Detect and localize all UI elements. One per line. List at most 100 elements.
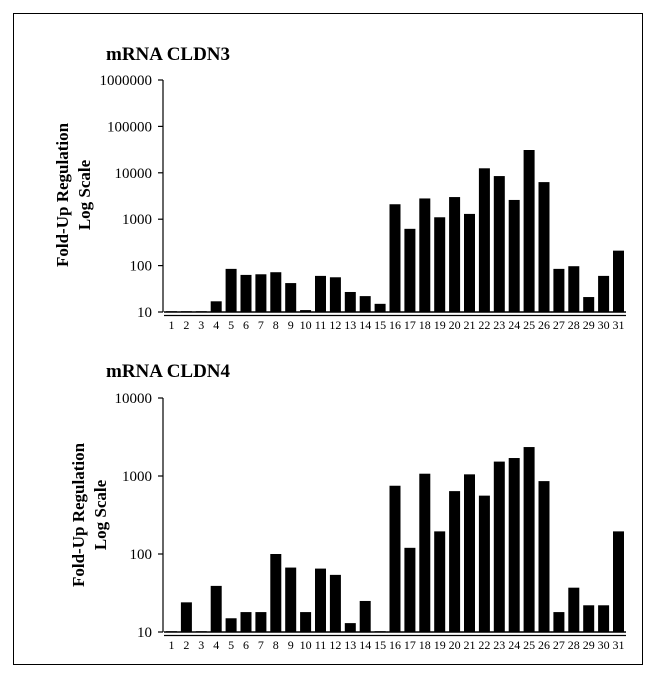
bar-29 [583, 605, 594, 632]
x-tick-label: 19 [434, 318, 446, 332]
x-tick-label: 1 [169, 638, 175, 652]
x-tick-label: 24 [508, 638, 520, 652]
bar-2 [181, 311, 192, 312]
bar-3 [196, 631, 207, 632]
y-tick-label: 10 [137, 625, 152, 641]
y-axis-label-line2: Log Scale [91, 479, 110, 550]
y-tick-label: 10000 [115, 166, 153, 182]
bar-5 [226, 618, 237, 632]
x-tick-label: 14 [359, 318, 371, 332]
x-tick-label: 12 [329, 638, 341, 652]
bar-11 [315, 276, 326, 312]
bar-7 [255, 274, 266, 312]
y-axis-label-line1: Fold-Up Regulation [69, 442, 88, 587]
x-tick-label: 29 [583, 318, 595, 332]
bar-6 [241, 275, 252, 312]
x-tick-label: 19 [434, 638, 446, 652]
y-axis-label-line2: Log Scale [75, 159, 94, 230]
bar-21 [464, 214, 475, 312]
bar-8 [270, 554, 281, 632]
bar-14 [360, 296, 371, 312]
bar-9 [285, 283, 296, 312]
x-tick-label: 23 [493, 318, 505, 332]
x-tick-label: 17 [404, 638, 416, 652]
x-tick-label: 6 [243, 318, 249, 332]
bar-28 [568, 266, 579, 312]
bar-19 [434, 531, 445, 632]
x-tick-label: 4 [213, 638, 219, 652]
y-axis-label-line1: Fold-Up Regulation [53, 122, 72, 267]
bar-27 [553, 269, 564, 312]
chart-title: mRNA CLDN4 [106, 361, 231, 382]
x-tick-label: 2 [183, 638, 189, 652]
bar-17 [404, 229, 415, 312]
x-tick-label: 10 [300, 318, 312, 332]
bar-6 [241, 612, 252, 632]
y-tick-label: 100 [130, 547, 153, 563]
x-tick-label: 8 [273, 318, 279, 332]
x-tick-label: 5 [228, 638, 234, 652]
x-tick-label: 7 [258, 318, 264, 332]
x-tick-label: 15 [374, 318, 386, 332]
x-tick-label: 3 [198, 638, 204, 652]
bar-16 [390, 486, 401, 632]
y-tick-label: 1000000 [100, 73, 153, 89]
bar-1 [166, 311, 177, 312]
bar-3 [196, 311, 207, 312]
x-tick-label: 18 [419, 318, 431, 332]
bar-24 [509, 458, 520, 632]
bar-23 [494, 462, 505, 632]
bar-20 [449, 197, 460, 312]
x-tick-label: 13 [344, 638, 356, 652]
x-tick-label: 22 [478, 638, 490, 652]
x-tick-label: 2 [183, 318, 189, 332]
x-tick-label: 23 [493, 638, 505, 652]
x-tick-label: 22 [478, 318, 490, 332]
x-tick-label: 20 [449, 318, 461, 332]
bar-26 [539, 182, 550, 312]
bar-1 [166, 631, 177, 632]
x-tick-label: 25 [523, 638, 535, 652]
bar-7 [255, 612, 266, 632]
x-tick-label: 31 [613, 638, 625, 652]
bar-23 [494, 176, 505, 312]
x-tick-label: 7 [258, 638, 264, 652]
x-tick-label: 17 [404, 318, 416, 332]
x-tick-label: 1 [169, 318, 175, 332]
x-tick-label: 6 [243, 638, 249, 652]
x-tick-label: 21 [464, 638, 476, 652]
bar-14 [360, 601, 371, 632]
x-tick-label: 20 [449, 638, 461, 652]
x-tick-label: 28 [568, 318, 580, 332]
x-tick-label: 9 [288, 638, 294, 652]
x-tick-label: 30 [598, 318, 610, 332]
x-tick-label: 14 [359, 638, 371, 652]
x-tick-label: 16 [389, 638, 401, 652]
bar-8 [270, 272, 281, 312]
bar-21 [464, 474, 475, 632]
y-tick-label: 1000 [122, 469, 152, 485]
bar-22 [479, 496, 490, 632]
y-tick-label: 100 [130, 259, 153, 275]
bar-18 [419, 474, 430, 632]
x-tick-label: 29 [583, 638, 595, 652]
x-tick-label: 27 [553, 318, 565, 332]
bar-17 [404, 548, 415, 632]
x-tick-label: 26 [538, 318, 550, 332]
chart-title: mRNA CLDN3 [106, 44, 230, 65]
bar-13 [345, 623, 356, 632]
bar-4 [211, 301, 222, 312]
bar-25 [524, 150, 535, 312]
bar-31 [613, 251, 624, 312]
x-tick-label: 25 [523, 318, 535, 332]
bar-31 [613, 531, 624, 632]
x-tick-label: 4 [213, 318, 219, 332]
y-tick-label: 1000 [122, 212, 152, 228]
bar-15 [375, 631, 386, 632]
bar-10 [300, 612, 311, 632]
bar-12 [330, 277, 341, 312]
x-tick-label: 12 [329, 318, 341, 332]
x-tick-label: 15 [374, 638, 386, 652]
bar-15 [375, 304, 386, 312]
